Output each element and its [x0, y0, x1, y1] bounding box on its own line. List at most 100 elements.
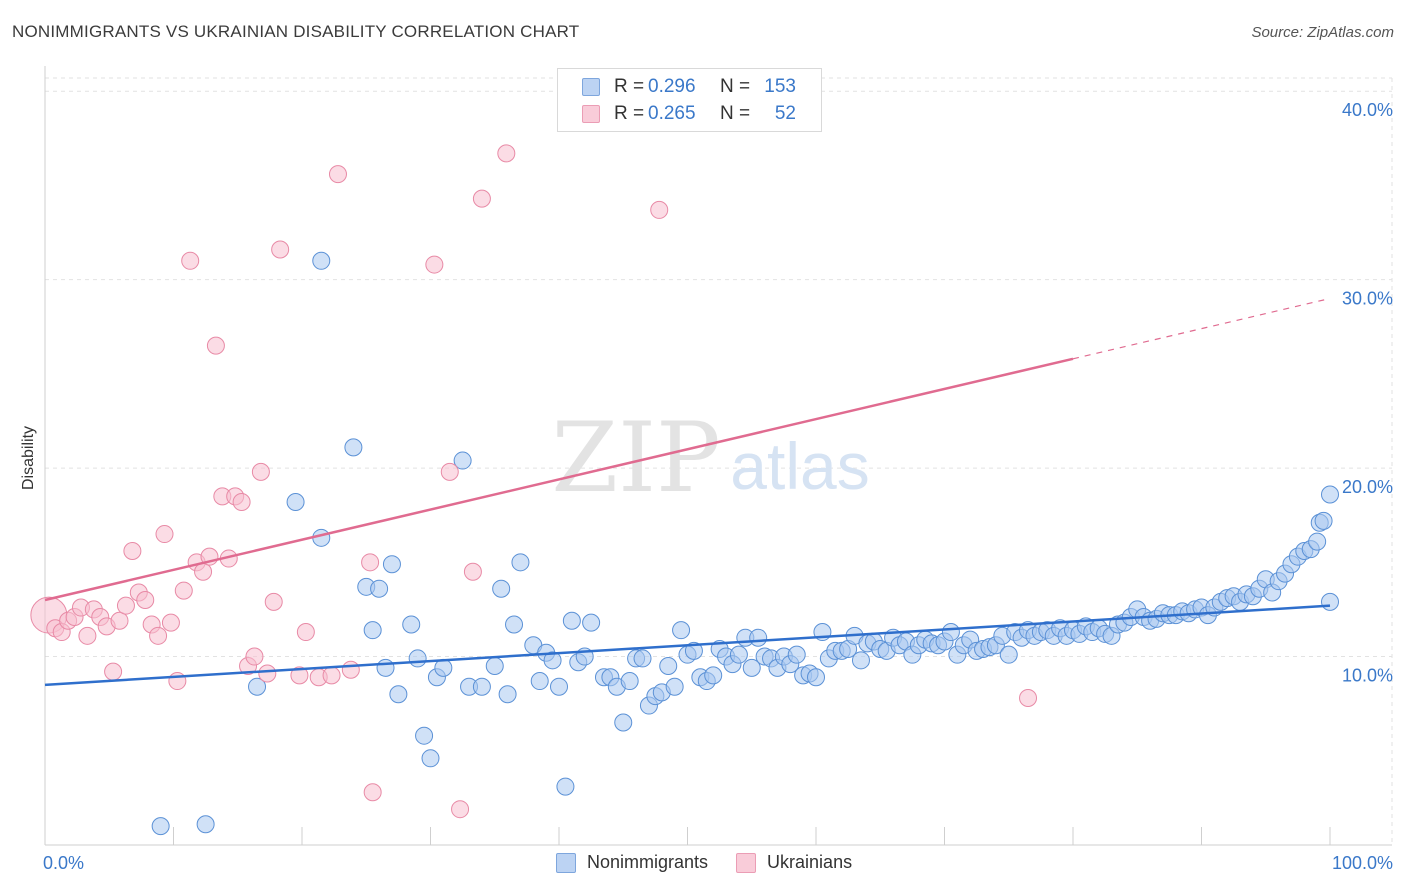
trend-line-nonimmigrants — [44, 604, 1331, 687]
source-label: Source: ZipAtlas.com — [1251, 24, 1394, 41]
point-ukrainians[interactable] — [497, 144, 516, 163]
point-nonimmigrants[interactable] — [453, 451, 472, 470]
point-nonimmigrants[interactable] — [421, 749, 440, 768]
point-ukrainians[interactable] — [116, 596, 135, 615]
point-nonimmigrants[interactable] — [742, 658, 761, 677]
point-ukrainians[interactable] — [296, 623, 315, 642]
point-nonimmigrants[interactable] — [434, 658, 453, 677]
point-nonimmigrants[interactable] — [684, 641, 703, 660]
point-nonimmigrants[interactable] — [787, 645, 806, 664]
point-ukrainians[interactable] — [149, 626, 168, 645]
n-label: N = — [720, 76, 751, 97]
point-ukrainians[interactable] — [155, 525, 174, 544]
point-ukrainians[interactable] — [136, 591, 155, 610]
point-ukrainians[interactable] — [650, 200, 669, 219]
point-nonimmigrants[interactable] — [505, 615, 524, 634]
point-ukrainians[interactable] — [206, 336, 225, 355]
legend-swatch-ukrainians — [582, 105, 600, 123]
point-ukrainians[interactable] — [472, 189, 491, 208]
point-nonimmigrants[interactable] — [151, 817, 170, 836]
point-ukrainians[interactable] — [161, 613, 180, 632]
point-nonimmigrants[interactable] — [415, 726, 434, 745]
point-nonimmigrants[interactable] — [659, 656, 678, 675]
n-value-ukrainians: 52 — [774, 103, 796, 124]
point-ukrainians[interactable] — [425, 255, 444, 274]
point-nonimmigrants[interactable] — [582, 613, 601, 632]
point-nonimmigrants[interactable] — [672, 621, 691, 640]
point-ukrainians[interactable] — [181, 251, 200, 270]
point-nonimmigrants[interactable] — [382, 555, 401, 574]
point-nonimmigrants[interactable] — [562, 611, 581, 630]
point-nonimmigrants[interactable] — [704, 666, 723, 685]
point-nonimmigrants[interactable] — [472, 677, 491, 696]
point-ukrainians[interactable] — [245, 647, 264, 666]
point-ukrainians[interactable] — [322, 666, 341, 685]
point-nonimmigrants[interactable] — [363, 621, 382, 640]
r-label: R = — [614, 76, 645, 97]
point-nonimmigrants[interactable] — [807, 668, 825, 687]
point-nonimmigrants[interactable] — [530, 672, 549, 691]
watermark-zip: ZIP — [551, 402, 720, 514]
point-ukrainians[interactable] — [290, 666, 309, 685]
point-nonimmigrants[interactable] — [389, 685, 408, 704]
y-tick-label: 30.0% — [1342, 289, 1393, 309]
point-nonimmigrants[interactable] — [1308, 532, 1327, 551]
point-nonimmigrants[interactable] — [614, 713, 633, 732]
point-ukrainians[interactable] — [440, 462, 459, 481]
point-nonimmigrants[interactable] — [620, 672, 639, 691]
trend-line-ukrainians-extension — [1072, 297, 1331, 360]
point-ukrainians[interactable] — [463, 562, 482, 581]
point-ukrainians[interactable] — [78, 626, 97, 645]
point-nonimmigrants[interactable] — [408, 649, 427, 668]
point-nonimmigrants[interactable] — [1321, 592, 1339, 611]
point-nonimmigrants[interactable] — [402, 615, 421, 634]
r-value-ukrainians: 0.265 — [648, 103, 696, 124]
point-ukrainians[interactable] — [271, 240, 290, 259]
point-ukrainians[interactable] — [361, 553, 380, 572]
point-nonimmigrants[interactable] — [511, 553, 530, 572]
point-nonimmigrants[interactable] — [556, 777, 575, 796]
point-ukrainians[interactable] — [451, 800, 470, 819]
point-nonimmigrants[interactable] — [196, 815, 215, 834]
point-ukrainians[interactable] — [328, 165, 347, 184]
series-nonimmigrants-points — [151, 251, 1339, 836]
point-ukrainians[interactable] — [341, 660, 360, 679]
point-ukrainians[interactable] — [264, 592, 283, 611]
point-ukrainians[interactable] — [194, 562, 213, 581]
point-nonimmigrants[interactable] — [633, 649, 652, 668]
y-tick-label: 10.0% — [1342, 666, 1393, 686]
point-nonimmigrants[interactable] — [1321, 485, 1339, 504]
point-ukrainians[interactable] — [232, 493, 251, 512]
point-nonimmigrants[interactable] — [492, 579, 511, 598]
point-ukrainians[interactable] — [174, 581, 193, 600]
point-nonimmigrants[interactable] — [370, 579, 389, 598]
point-nonimmigrants[interactable] — [286, 493, 305, 512]
point-nonimmigrants[interactable] — [376, 658, 395, 677]
point-nonimmigrants[interactable] — [543, 651, 562, 670]
point-ukrainians[interactable] — [1019, 689, 1038, 708]
point-ukrainians[interactable] — [123, 542, 142, 561]
point-ukrainians[interactable] — [258, 664, 277, 683]
point-nonimmigrants[interactable] — [729, 645, 748, 664]
point-nonimmigrants[interactable] — [665, 677, 684, 696]
point-ukrainians[interactable] — [110, 611, 129, 630]
series-legend: Nonimmigrants Ukrainians — [556, 852, 880, 873]
point-nonimmigrants[interactable] — [550, 677, 568, 696]
point-nonimmigrants[interactable] — [749, 628, 768, 647]
point-ukrainians[interactable] — [104, 662, 123, 681]
legend-item-nonimmigrants[interactable]: Nonimmigrants — [556, 852, 708, 873]
x-tick-label: 0.0% — [43, 853, 84, 873]
point-nonimmigrants[interactable] — [248, 677, 267, 696]
point-ukrainians[interactable] — [363, 783, 382, 802]
point-nonimmigrants[interactable] — [498, 685, 517, 704]
point-nonimmigrants[interactable] — [344, 438, 363, 457]
point-nonimmigrants[interactable] — [941, 623, 960, 642]
point-nonimmigrants[interactable] — [485, 656, 504, 675]
point-nonimmigrants[interactable] — [999, 645, 1018, 664]
point-nonimmigrants[interactable] — [312, 251, 331, 270]
point-nonimmigrants[interactable] — [1314, 511, 1333, 530]
legend-item-ukrainians[interactable]: Ukrainians — [736, 852, 852, 873]
point-ukrainians[interactable] — [251, 462, 270, 481]
point-nonimmigrants[interactable] — [851, 651, 870, 670]
